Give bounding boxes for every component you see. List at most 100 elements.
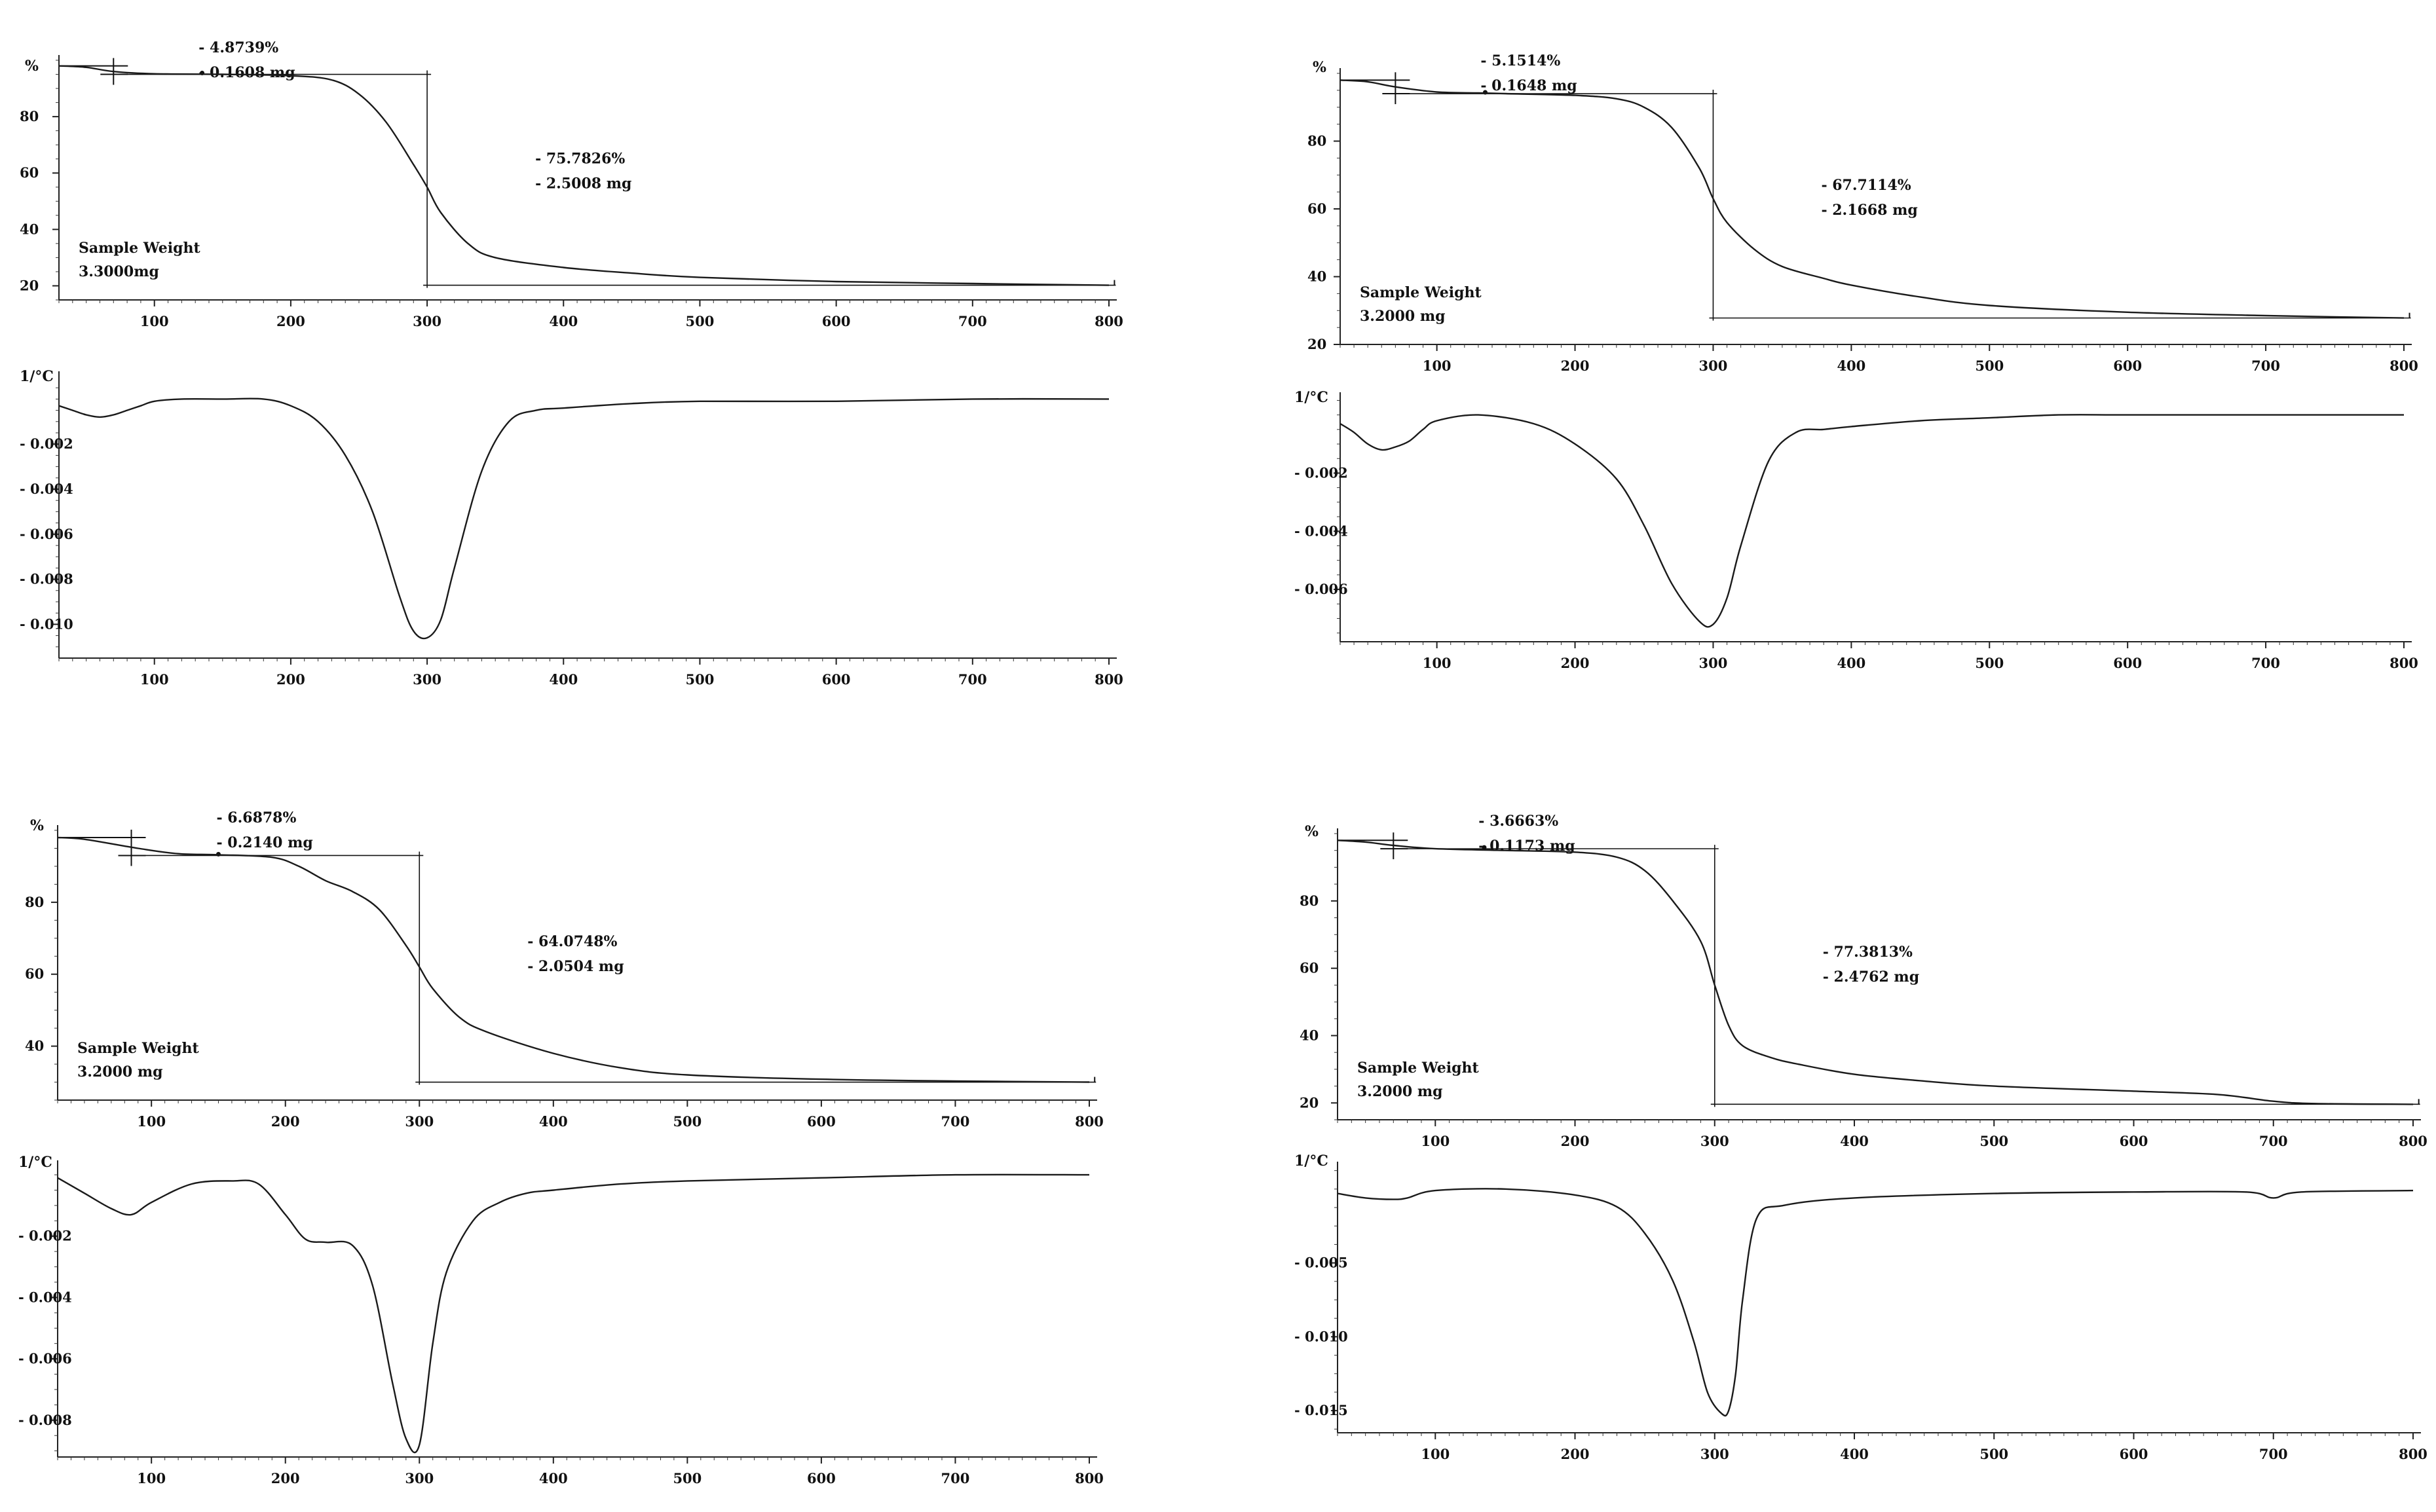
y-tick-label: - 0.004 <box>20 481 73 497</box>
y-tick-label: - 0.002 <box>18 1228 72 1244</box>
y-tick-label: - 0.008 <box>20 571 73 587</box>
y-tick-label: 40 <box>1307 268 1326 285</box>
y-tick-label: - 0.002 <box>1294 464 1348 481</box>
panel-1-tga: 100 200 300 400 500 600 700 800 20 40 60 80% - 4.873… <box>20 39 1123 329</box>
x-tick-label: 500 <box>1979 1446 2008 1462</box>
mass-loss-percent-1: - 4.8739% <box>198 39 278 56</box>
x-tick-label: 300 <box>405 1113 434 1130</box>
y-tick-label: 40 <box>25 1038 44 1054</box>
panel-5-tga: 100 200 300 400 500 600 700 800 40 60 80% - 6.6878%… <box>25 809 1104 1130</box>
x-tick-label: 200 <box>276 313 305 329</box>
y-tick-label: 20 <box>1300 1094 1319 1111</box>
mass-loss-mg-2: - 2.1668 mg <box>1821 202 1917 219</box>
y-tick-label: 40 <box>20 221 39 237</box>
y-tick-label: 60 <box>1307 200 1326 217</box>
x-tick-label: 300 <box>413 313 441 329</box>
y-unit-label: % <box>25 58 39 75</box>
tga-curve <box>1337 839 2414 1105</box>
y-tick-label: 60 <box>25 966 44 982</box>
x-tick-label: 200 <box>1561 1446 1590 1462</box>
x-tick-label: 800 <box>1075 1113 1104 1130</box>
sample-weight-label: Sample Weight <box>77 1040 199 1057</box>
x-tick-label: 200 <box>271 1113 300 1130</box>
sample-weight-value: 3.3000mg <box>79 263 159 280</box>
tga-curve <box>58 65 1110 286</box>
x-tick-label: 300 <box>405 1470 434 1486</box>
panel-4-dtg: 100 200 300 400 500 600 700 800 - 0.002 - 0.004 - … <box>1294 389 2418 671</box>
y-tick-label: 60 <box>1300 960 1319 976</box>
x-tick-label: 700 <box>2259 1446 2288 1462</box>
y-tick-label: 80 <box>20 108 39 124</box>
x-tick-label: 400 <box>549 313 578 329</box>
sample-weight-value: 3.2000 mg <box>1357 1083 1443 1100</box>
x-tick-label: 600 <box>807 1470 836 1486</box>
x-tick-label: 600 <box>822 671 851 688</box>
x-tick-label: 100 <box>1423 655 1452 671</box>
x-tick-label: 100 <box>137 1113 166 1130</box>
x-tick-label: 300 <box>1699 358 1728 374</box>
dtg-curve <box>1340 414 2404 628</box>
x-tick-label: 600 <box>2113 655 2142 671</box>
x-tick-label: 600 <box>807 1113 836 1130</box>
x-tick-label: 500 <box>686 671 715 688</box>
x-tick-label: 400 <box>549 671 578 688</box>
panel-2-dtg: 100 200 300 400 500 600 700 800 - 0.002 - 0.004 - … <box>20 368 1123 688</box>
panel-6-dtg: 100 200 300 400 500 600 700 800 - 0.002 - 0.004 - … <box>18 1154 1104 1486</box>
y-unit-label: 1/°C <box>1294 1152 1328 1170</box>
sample-weight-label: Sample Weight <box>1360 284 1482 301</box>
panel-3-tga: 100 200 300 400 500 600 700 800 20 40 60 80% - 5.151… <box>1307 52 2418 374</box>
mass-loss-percent-2: - 67.7114% <box>1821 177 1911 194</box>
x-tick-label: 100 <box>140 313 169 329</box>
y-tick-label: - 0.002 <box>20 435 73 452</box>
x-tick-label: 700 <box>958 313 987 329</box>
x-tick-label: 800 <box>2399 1446 2427 1462</box>
mass-loss-mg-2: - 2.4762 mg <box>1823 968 1919 986</box>
x-tick-label: 600 <box>822 313 851 329</box>
x-tick-label: 400 <box>539 1113 568 1130</box>
x-tick-label: 100 <box>140 671 169 688</box>
tga-curve <box>1340 79 2405 319</box>
x-tick-label: 600 <box>2120 1133 2148 1149</box>
mass-loss-percent-2: - 64.0748% <box>527 933 617 950</box>
x-tick-label: 700 <box>2259 1133 2288 1149</box>
y-tick-label: - 0.010 <box>20 616 73 632</box>
x-tick-label: 200 <box>276 671 305 688</box>
x-tick-label: 800 <box>1075 1470 1104 1486</box>
x-tick-label: 300 <box>413 671 441 688</box>
x-tick-label: 200 <box>1561 655 1590 671</box>
y-tick-label: 20 <box>1307 336 1326 352</box>
mass-loss-percent-2: - 75.7826% <box>535 150 625 167</box>
x-tick-label: 400 <box>1840 1446 1869 1462</box>
mass-loss-mg-2: - 2.0504 mg <box>527 958 624 975</box>
x-tick-label: 500 <box>673 1113 702 1130</box>
x-tick-label: 200 <box>1561 358 1590 374</box>
x-tick-label: 400 <box>539 1470 568 1486</box>
y-tick-label: 40 <box>1300 1027 1319 1043</box>
x-tick-label: 800 <box>2399 1133 2427 1149</box>
x-tick-label: 400 <box>1837 358 1865 374</box>
x-tick-label: 300 <box>1699 655 1728 671</box>
panel-8-dtg: 100 200 300 400 500 600 700 800 - 0.005 - 0.010 - … <box>1294 1152 2427 1462</box>
x-tick-label: 200 <box>271 1470 300 1486</box>
y-unit-label: 1/°C <box>20 368 54 385</box>
mass-loss-percent-1: - 3.6663% <box>1478 813 1558 830</box>
x-tick-label: 400 <box>1840 1133 1869 1149</box>
x-tick-label: 100 <box>1423 358 1452 374</box>
mass-loss-mg-1: - 0.2140 mg <box>217 834 313 851</box>
x-tick-label: 300 <box>1700 1446 1729 1462</box>
mass-loss-mg-1: - 0.1608 mg <box>198 64 295 81</box>
x-tick-label: 700 <box>958 671 987 688</box>
y-tick-label: 80 <box>25 894 44 910</box>
tga-curve <box>57 836 1090 1083</box>
y-tick-label: 80 <box>1307 133 1326 149</box>
dtg-curve <box>58 397 1110 640</box>
annotation-dot <box>1482 845 1487 850</box>
y-tick-label: - 0.006 <box>20 526 73 542</box>
x-tick-label: 500 <box>673 1470 702 1486</box>
x-tick-label: 500 <box>1979 1133 2008 1149</box>
x-tick-label: 500 <box>686 313 715 329</box>
y-tick-label: - 0.006 <box>18 1350 72 1367</box>
y-tick-label: 20 <box>20 277 39 293</box>
mass-loss-percent-1: - 5.1514% <box>1480 52 1560 69</box>
